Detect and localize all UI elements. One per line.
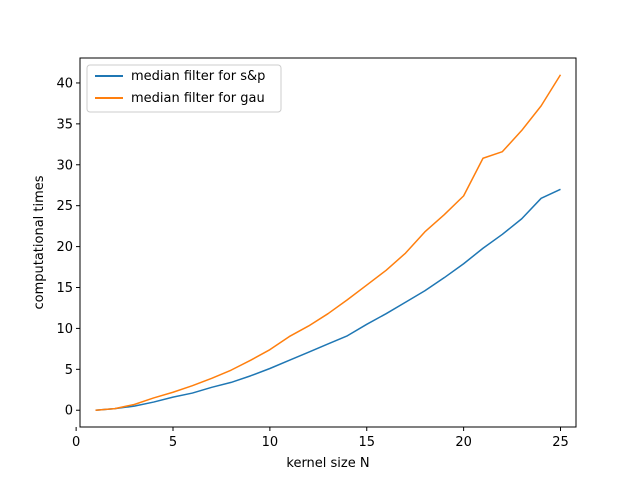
legend-label-sp: median filter for s&p xyxy=(131,69,265,84)
plot-background xyxy=(80,58,576,427)
axes-layer xyxy=(79,57,577,428)
y-tick-label: 5 xyxy=(65,363,73,378)
series-line-1 xyxy=(95,74,562,411)
y-tick-label: 40 xyxy=(56,76,73,91)
y-tick-label: 25 xyxy=(56,199,73,214)
y-tick-label: 30 xyxy=(56,158,73,173)
y-tick-label: 0 xyxy=(65,404,73,419)
plot-frame xyxy=(79,57,577,428)
x-ticks: 0 5 10 15 20 25 xyxy=(72,427,569,450)
y-axis-label: computational times xyxy=(32,175,47,309)
x-tick-label: 10 xyxy=(262,435,279,450)
x-tick-label: 0 xyxy=(72,435,80,450)
legend-label-gau: median filter for gau xyxy=(131,91,265,106)
y-ticks: 0 5 10 15 20 25 30 35 40 xyxy=(56,76,80,419)
y-tick-label: 10 xyxy=(56,322,73,337)
y-tick-label: 20 xyxy=(56,240,73,255)
legend-box xyxy=(86,64,282,113)
y-tick-label: 35 xyxy=(56,117,73,132)
legend: median filter for s&p median filter for … xyxy=(86,64,282,113)
x-tick-label: 20 xyxy=(455,435,472,450)
series-layer xyxy=(95,74,562,411)
x-tick-label: 25 xyxy=(552,435,569,450)
series-line-0 xyxy=(95,188,561,411)
x-tick-label: 5 xyxy=(169,435,177,450)
x-axis-label: kernel size N xyxy=(286,456,369,471)
x-tick-label: 15 xyxy=(358,435,375,450)
y-tick-label: 15 xyxy=(56,281,73,296)
